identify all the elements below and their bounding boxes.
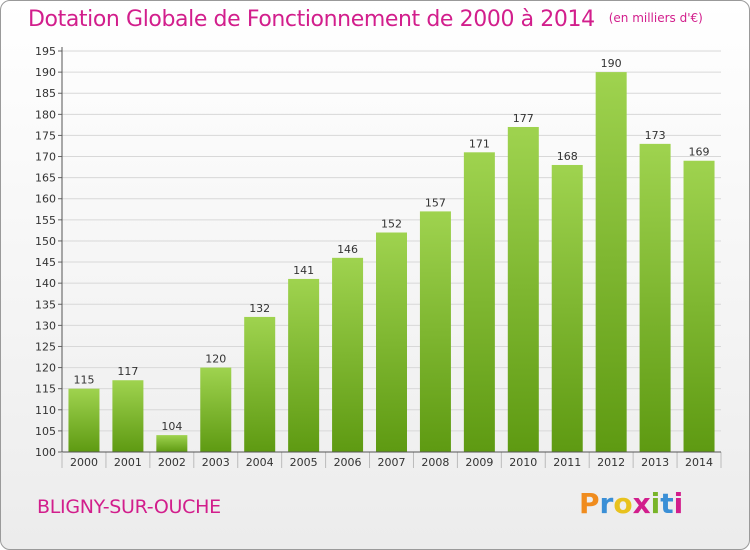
x-tick-label: 2012 [597,456,625,469]
x-tick-label: 2003 [202,456,230,469]
logo-letter: i [650,487,661,520]
bar-2005 [288,278,320,452]
x-tick-label: 2013 [641,456,669,469]
x-tick-label: 2005 [290,456,318,469]
x-tick-label: 2008 [421,456,449,469]
y-tick-label: 150 [35,235,56,248]
y-tick-label: 195 [35,45,56,58]
logo-letter: o [613,487,633,520]
bar-2001 [112,380,144,452]
y-tick-label: 185 [35,87,56,100]
bar-value-label: 177 [513,112,534,125]
bar-2012 [595,72,627,453]
y-tick-label: 190 [35,66,56,79]
y-tick-label: 125 [35,340,56,353]
y-tick-label: 120 [35,362,56,375]
x-tick-label: 2001 [114,456,142,469]
x-tick-label: 2004 [246,456,274,469]
x-axis: 2000 2001 2002 2003 2004 2005 2006 2007 2008 2009… [61,451,722,469]
bar-value-label: 190 [601,57,622,70]
proxiti-logo: Proxiti [579,487,683,520]
x-tick-label: 2002 [158,456,186,469]
y-axis: 100 105 110 115 120 125 130 135 140 145 150 155 160 1… [35,45,63,459]
x-tick-label: 2000 [70,456,98,469]
x-tick-label: 2011 [553,456,581,469]
y-tick-label: 145 [35,256,56,269]
bar-value-label: 146 [337,243,358,256]
x-tick-label: 2007 [378,456,406,469]
y-tick-label: 135 [35,298,56,311]
bar-2011 [551,164,583,452]
y-tick-label: 165 [35,172,56,185]
bar-2006 [332,257,364,452]
bar-value-label: 120 [205,353,226,366]
bar-2010 [507,126,539,453]
bar-value-label: 169 [689,146,710,159]
chart-title-text: Dotation Globale de Fonctionnement de 20… [28,7,595,32]
bar-value-label: 117 [117,365,138,378]
bar-value-label: 104 [161,420,182,433]
y-tick-label: 180 [35,108,56,121]
bar-2008 [419,211,451,452]
y-tick-label: 115 [35,383,56,396]
y-tick-label: 155 [35,214,56,227]
y-tick-label: 175 [35,129,56,142]
bar-2014 [683,160,715,452]
y-tick-label: 160 [35,193,56,206]
commune-name: BLIGNY-SUR-OUCHE [37,496,221,518]
logo-letter: i [673,487,684,520]
y-tick-label: 105 [35,425,56,438]
bar-value-label: 115 [73,374,94,387]
x-tick-label: 2010 [509,456,537,469]
logo-letter: x [632,487,651,520]
bar-2007 [376,232,407,452]
bar-value-label: 152 [381,218,402,231]
bar-value-label: 132 [249,302,270,315]
x-tick-label: 2009 [465,456,493,469]
bar-value-label: 171 [469,137,490,150]
chart-title: Dotation Globale de Fonctionnement de 20… [28,7,703,32]
x-tick-label: 2006 [334,456,362,469]
logo-letter: t [660,487,674,520]
y-tick-label: 130 [35,319,56,332]
bar-2004 [244,316,276,452]
bars: 115 117 104 120 132 141 146 152 157 171 177 168 190 1… [68,57,715,453]
y-tick-label: 170 [35,151,56,164]
bar-2002 [156,435,188,452]
x-tick-label: 2014 [685,456,713,469]
unit-note: (en milliers d'€) [608,11,703,25]
y-tick-label: 110 [35,404,56,417]
bar-value-label: 168 [557,150,578,163]
bar-2003 [200,367,232,452]
bar-2000 [68,388,100,452]
y-tick-label: 140 [35,277,56,290]
bar-2009 [463,152,495,452]
logo-letter: r [599,487,614,520]
logo-letter: P [579,487,600,520]
bar-2013 [639,143,671,452]
bar-value-label: 173 [645,129,666,142]
bar-value-label: 157 [425,196,446,209]
y-tick-label: 100 [35,446,56,459]
bar-value-label: 141 [293,264,314,277]
